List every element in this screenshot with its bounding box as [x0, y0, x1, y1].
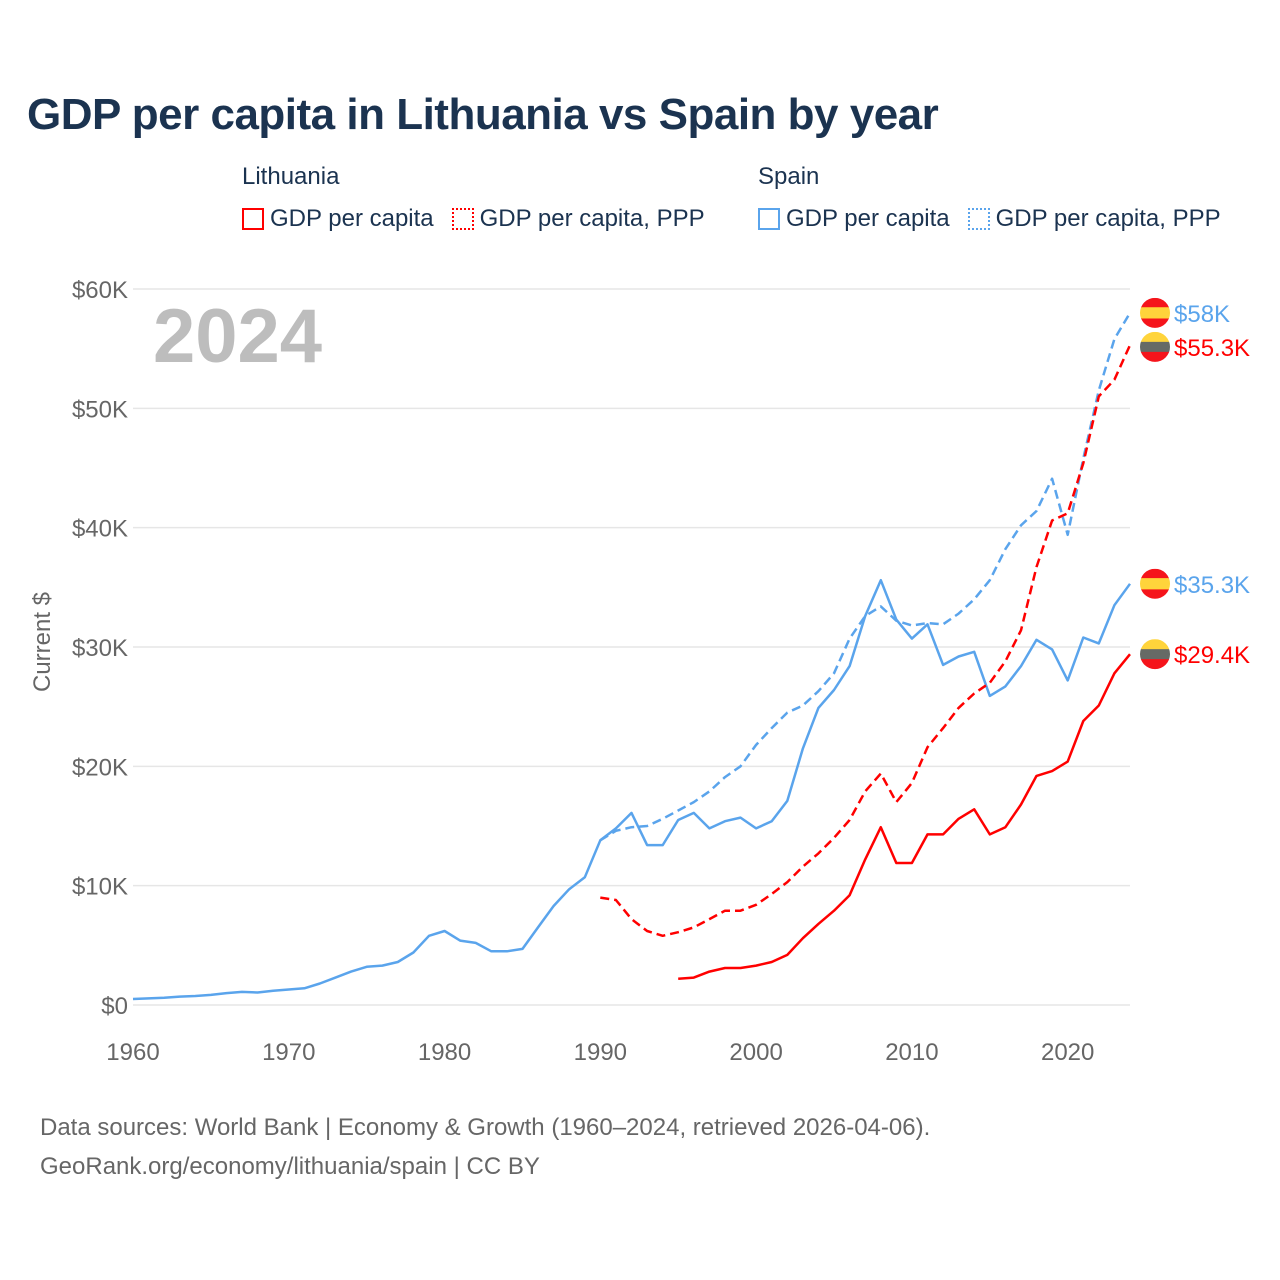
y-tick-label: $60K	[72, 277, 128, 304]
y-tick-label: $40K	[72, 516, 128, 543]
legend-item-spain-gdp[interactable]: GDP per capita	[758, 205, 950, 233]
legend-item-lithuania-gdp[interactable]: GDP per capita	[242, 205, 434, 233]
legend-item-lithuania-ppp[interactable]: GDP per capita, PPP	[451, 205, 705, 233]
y-tick-label: $20K	[72, 754, 128, 781]
y-tick-label: $50K	[72, 396, 128, 423]
x-tick-label: 2000	[729, 1039, 782, 1066]
end-value-label: $58K	[1174, 301, 1230, 328]
y-tick-label: $10K	[72, 874, 128, 901]
chart-title: GDP per capita in Lithuania vs Spain by …	[27, 90, 939, 139]
x-tick-label: 1980	[418, 1039, 471, 1066]
line-chart: $0 $10K $20K $30K $40K $50K $60K 1960 1970 1980 19…	[29, 277, 1250, 1066]
year-label: 2024	[153, 294, 322, 379]
spain-flag-icon	[1140, 297, 1170, 328]
x-tick-label: 2010	[885, 1039, 938, 1066]
legend-swatch	[967, 208, 990, 230]
legend-label: GDP per capita, PPP	[479, 205, 705, 232]
y-axis-label: Current $	[29, 592, 56, 692]
x-tick-label: 1960	[106, 1039, 159, 1066]
legend-group-lithuania: Lithuania GDP per capita GDP per capita,…	[242, 163, 705, 233]
x-tick-label: 1970	[262, 1039, 315, 1066]
end-value-label: $55.3K	[1174, 335, 1250, 362]
series-line-spain-gdp-per-capita-ppp	[599, 312, 1132, 842]
series-line-lithuania-gdp-per-capita	[678, 653, 1131, 980]
legend-label: GDP per capita, PPP	[995, 205, 1221, 232]
end-value-label: $29.4K	[1174, 642, 1250, 669]
lithuania-flag-icon	[1140, 639, 1170, 670]
series-line-spain-gdp-per-capita	[132, 578, 1132, 1001]
legend-swatch	[451, 208, 474, 230]
legend-label: GDP per capita	[786, 205, 950, 232]
legend-swatch	[242, 208, 264, 230]
source-note: Data sources: World Bank | Economy & Gro…	[40, 1108, 930, 1186]
legend-swatch	[758, 208, 780, 230]
legend-group-title: Lithuania	[242, 163, 340, 190]
x-tick-label: 1990	[574, 1039, 627, 1066]
legend-group-spain: Spain GDP per capita GDP per capita, PPP	[758, 163, 1221, 233]
spain-flag-icon	[1140, 568, 1170, 599]
legend-group-title: Spain	[758, 163, 820, 190]
legend-label: GDP per capita	[270, 205, 434, 232]
lithuania-flag-icon	[1140, 331, 1170, 362]
legend-item-spain-ppp[interactable]: GDP per capita, PPP	[967, 205, 1221, 233]
y-tick-label: $0	[101, 993, 128, 1020]
source-line-2: GeoRank.org/economy/lithuania/spain | CC…	[40, 1153, 540, 1180]
end-value-label: $35.3K	[1174, 572, 1250, 599]
x-tick-label: 2020	[1041, 1039, 1094, 1066]
y-tick-label: $30K	[72, 635, 128, 662]
source-line-1: Data sources: World Bank | Economy & Gro…	[40, 1114, 931, 1141]
series-line-lithuania-gdp-per-capita-ppp	[600, 344, 1132, 938]
